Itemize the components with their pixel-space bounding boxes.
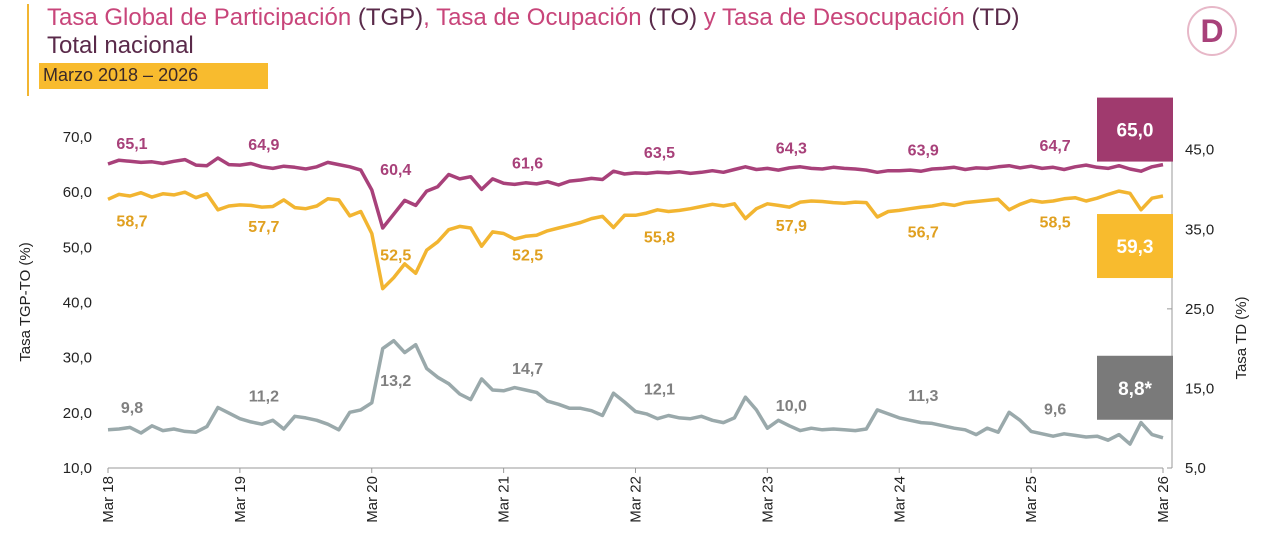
- data-label: 58,5: [1040, 214, 1071, 231]
- title-part: (TD): [971, 4, 1020, 31]
- data-label: 12,1: [644, 382, 675, 399]
- data-label: 57,9: [776, 218, 807, 235]
- title-part: (TO): [648, 4, 698, 31]
- data-label: 57,7: [248, 219, 279, 236]
- period-tag: Marzo 2018 – 2026: [39, 63, 269, 89]
- data-label: 11,2: [249, 389, 279, 406]
- x-tick-label: Mar 22: [628, 476, 645, 523]
- data-label: 9,6: [1044, 401, 1066, 418]
- series-line: [107, 189, 1164, 291]
- y2-tick-label: 25,0: [1185, 301, 1214, 318]
- header: Tasa Global de Participación (TGP), Tasa…: [27, 4, 1020, 96]
- series-line: [107, 338, 1164, 446]
- x-tick-label: Mar 21: [496, 476, 513, 523]
- data-label: 64,9: [248, 137, 279, 154]
- data-label: 58,7: [116, 213, 147, 230]
- last-value-label: 8,8*: [1118, 379, 1152, 400]
- last-value-box: [1097, 355, 1173, 420]
- data-label: 61,6: [512, 155, 543, 172]
- y-tick-label: 50,0: [63, 239, 92, 256]
- y-tick-label: 30,0: [63, 350, 92, 367]
- last-value-box: [1097, 97, 1173, 162]
- data-label: 52,5: [512, 248, 543, 265]
- last-value-label: 65,0: [1117, 121, 1154, 142]
- y-tick-label: 40,0: [63, 295, 92, 312]
- last-value-box: [1097, 214, 1173, 279]
- logo: D: [1187, 6, 1237, 56]
- title-part: (TGP): [357, 4, 424, 31]
- y-tick-label: 60,0: [63, 184, 92, 201]
- data-label: 65,1: [116, 136, 147, 153]
- data-label: 63,5: [644, 145, 675, 162]
- series-line: [107, 156, 1164, 230]
- y2-tick-label: 35,0: [1185, 221, 1214, 238]
- title-part: , Tasa de Ocupación: [423, 4, 649, 31]
- title-part: y Tasa de Desocupación: [697, 4, 972, 31]
- y-tick-label: 70,0: [63, 129, 92, 146]
- data-label: 13,2: [380, 373, 411, 390]
- data-label: 55,8: [644, 229, 675, 246]
- data-label: 52,5: [380, 248, 411, 265]
- chart-title: Tasa Global de Participación (TGP), Tasa…: [47, 4, 1020, 32]
- data-label: 63,9: [908, 143, 939, 160]
- y-tick-label: 20,0: [63, 405, 92, 422]
- x-tick-label: Mar 19: [232, 476, 249, 523]
- last-value-label: 59,3: [1117, 237, 1154, 258]
- data-label: 9,8: [121, 400, 143, 417]
- x-tick-label: Mar 26: [1155, 476, 1172, 523]
- y2-tick-label: 15,0: [1185, 380, 1214, 397]
- data-label: 56,7: [908, 224, 939, 241]
- data-label: 14,7: [512, 361, 543, 378]
- data-label: 11,3: [908, 388, 938, 405]
- title-part: Tasa Global de Participación: [47, 4, 358, 31]
- x-tick-label: Mar 23: [759, 476, 776, 523]
- x-tick-label: Mar 25: [1023, 476, 1040, 523]
- y2-tick-label: 45,0: [1185, 142, 1214, 159]
- x-tick-label: Mar 18: [100, 476, 117, 523]
- data-label: 64,3: [776, 140, 807, 157]
- y-axis-title: Tasa TGP-TO (%): [17, 242, 34, 361]
- data-label: 10,0: [776, 398, 807, 415]
- y-tick-label: 10,0: [63, 460, 92, 477]
- y2-tick-label: 5,0: [1185, 460, 1206, 477]
- x-tick-label: Mar 20: [364, 476, 381, 523]
- subtitle: Total nacional: [47, 32, 194, 59]
- y2-axis-title: Tasa TD (%): [1233, 296, 1250, 379]
- x-tick-label: Mar 24: [891, 476, 908, 523]
- data-label: 64,7: [1040, 138, 1071, 155]
- data-label: 60,4: [380, 162, 411, 179]
